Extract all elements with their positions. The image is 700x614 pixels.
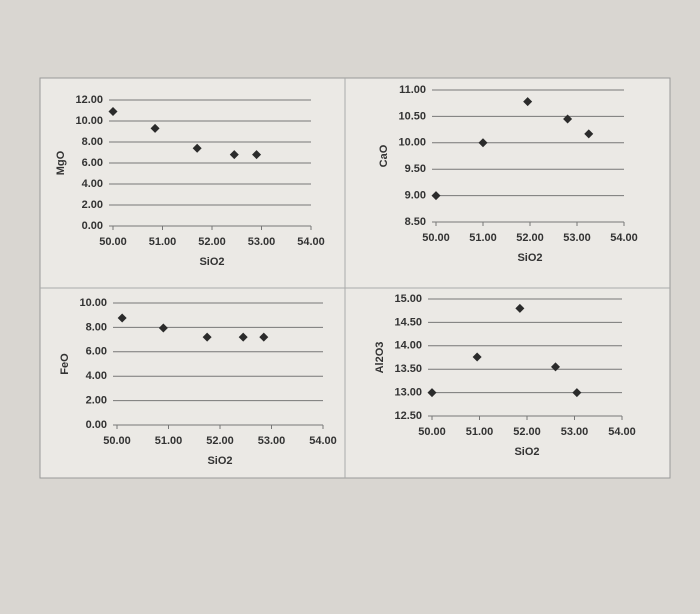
point	[238, 332, 248, 342]
y-tick-label: 8.00	[86, 321, 107, 333]
x-tick-label: 53.00	[561, 426, 589, 438]
point	[192, 143, 202, 153]
point	[551, 362, 560, 372]
x-tick-label: 53.00	[258, 435, 286, 447]
x-tick-label: 51.00	[149, 236, 177, 248]
x-axis-label: SiO2	[199, 256, 224, 268]
figure-frame	[39, 77, 671, 479]
point	[478, 138, 488, 148]
y-tick-label: 9.00	[405, 190, 426, 202]
y-tick-label: 12.00	[75, 94, 103, 106]
y-tick-label: 10.00	[75, 115, 103, 127]
point	[150, 123, 160, 133]
x-tick-label: 50.00	[103, 435, 131, 447]
y-tick-label: 12.50	[394, 410, 422, 422]
x-tick-label: 54.00	[297, 236, 325, 248]
y-axis-label: MgO	[55, 150, 67, 175]
y-axis-label: FeO	[59, 353, 71, 375]
y-tick-label: 6.00	[82, 157, 103, 169]
point	[584, 129, 594, 139]
x-tick-label: 51.00	[155, 435, 183, 447]
x-tick-label: 53.00	[248, 236, 276, 248]
y-tick-label: 10.50	[398, 110, 426, 122]
y-tick-label: 0.00	[86, 419, 107, 431]
y-tick-label: 13.00	[394, 387, 422, 399]
point	[523, 97, 533, 107]
x-tick-label: 53.00	[563, 232, 591, 244]
point	[108, 107, 118, 117]
y-tick-label: 2.00	[82, 199, 103, 211]
x-tick-label: 52.00	[516, 232, 544, 244]
y-tick-label: 10.00	[398, 137, 426, 149]
point	[572, 388, 582, 398]
x-tick-label: 51.00	[466, 426, 494, 438]
y-axis-label: CaO	[378, 144, 390, 167]
x-tick-label: 50.00	[422, 232, 450, 244]
x-tick-label: 50.00	[99, 236, 127, 248]
x-axis-label: SiO2	[514, 446, 539, 458]
y-tick-label: 14.50	[394, 316, 422, 328]
y-tick-label: 6.00	[86, 346, 107, 358]
y-tick-label: 11.00	[399, 84, 426, 96]
point	[158, 323, 168, 333]
y-tick-label: 4.00	[86, 370, 107, 382]
point	[117, 313, 127, 323]
x-tick-label: 52.00	[513, 426, 541, 438]
y-tick-label: 9.50	[405, 163, 426, 175]
x-axis-label: SiO2	[517, 252, 542, 264]
y-tick-label: 14.00	[394, 340, 422, 352]
point	[427, 388, 437, 398]
y-tick-label: 4.00	[82, 178, 103, 190]
point	[563, 114, 573, 124]
x-tick-label: 54.00	[608, 426, 636, 438]
y-axis-label: Al2O3	[374, 342, 386, 374]
y-tick-label: 0.00	[82, 220, 103, 232]
point	[252, 150, 262, 160]
y-tick-label: 10.00	[79, 297, 107, 309]
y-tick-label: 15.00	[394, 293, 422, 305]
point	[229, 150, 239, 160]
x-tick-label: 54.00	[610, 232, 638, 244]
point	[202, 332, 212, 342]
y-tick-label: 8.00	[82, 136, 103, 148]
x-tick-label: 52.00	[198, 236, 226, 248]
y-tick-label: 13.50	[394, 363, 422, 375]
point	[472, 352, 482, 362]
x-tick-label: 54.00	[309, 435, 337, 447]
x-tick-label: 51.00	[469, 232, 497, 244]
x-tick-label: 50.00	[418, 426, 446, 438]
point	[259, 332, 269, 342]
y-tick-label: 8.50	[405, 216, 426, 228]
point	[431, 191, 441, 201]
x-tick-label: 52.00	[206, 435, 234, 447]
point	[515, 303, 525, 313]
x-axis-label: SiO2	[207, 455, 232, 467]
y-tick-label: 2.00	[86, 395, 107, 407]
